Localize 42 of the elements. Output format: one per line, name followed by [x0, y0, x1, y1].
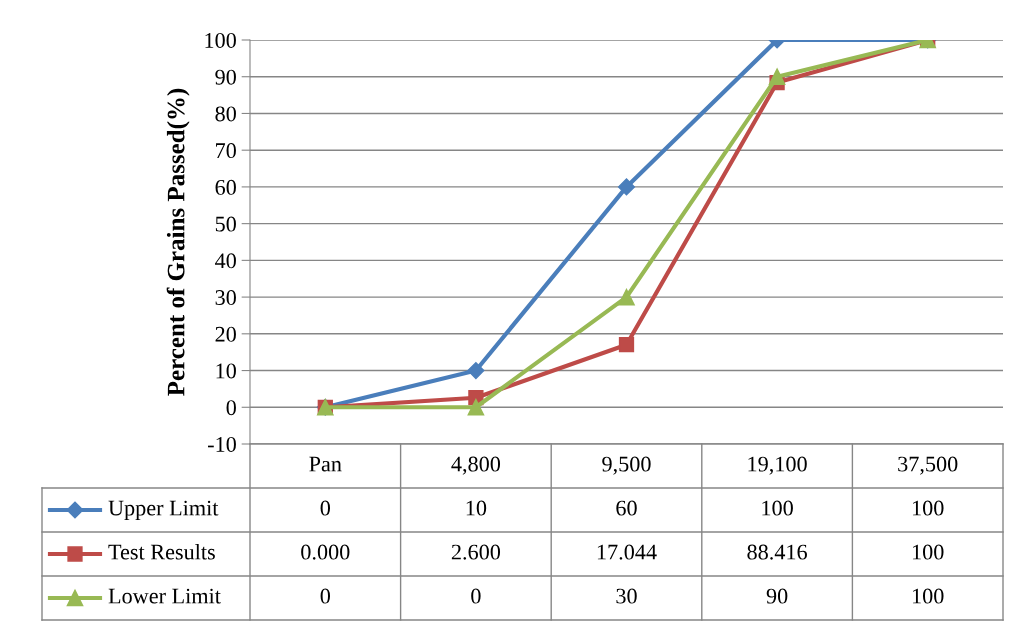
y-tick-label: 50 [215, 216, 236, 232]
point [467, 361, 485, 380]
point [618, 337, 635, 353]
data-label: 100 [762, 500, 793, 516]
y-tick-label: -10 [208, 436, 236, 452]
data-label: 100 [912, 588, 944, 604]
y-tick-label: 30 [215, 290, 236, 306]
x-tick-label: 4,800 [451, 456, 501, 475]
data-label: 0 [320, 500, 331, 516]
y-axis-title: Percent of Grains Passed(%) [166, 88, 190, 396]
point [617, 178, 636, 196]
point [618, 288, 635, 306]
legend-label: Upper Limit [108, 500, 219, 521]
point [768, 68, 786, 86]
data-label: 0.000 [301, 544, 350, 560]
legend-label: Test Results [108, 543, 215, 560]
data-label: 0 [471, 588, 481, 604]
data-label: 88.416 [747, 544, 807, 560]
x-tick-label: Pan [309, 456, 342, 472]
x-tick-label: 19,100 [748, 456, 807, 475]
y-tick-label: 20 [215, 326, 236, 342]
data-label: 100 [912, 544, 944, 560]
data-label: 60 [616, 500, 637, 516]
y-tick-label: 10 [216, 363, 236, 379]
data-label: 30 [616, 588, 637, 604]
y-tick-label: 90 [215, 69, 236, 85]
y-tick-label: 0 [226, 400, 236, 416]
x-tick-label: 37,500 [898, 456, 958, 475]
data-label: 2.600 [451, 544, 501, 560]
x-tick-label: 9,500 [602, 456, 651, 475]
y-tick-label: 60 [215, 179, 236, 195]
y-tick-label: 100 [205, 32, 236, 48]
point [467, 398, 485, 416]
data-label: 17.044 [597, 544, 657, 560]
legend-label: Lower Limit [108, 588, 221, 604]
data-label: 10 [466, 500, 487, 516]
y-tick-label: 40 [215, 253, 236, 269]
data-label: 0 [320, 588, 331, 604]
data-label: 90 [766, 588, 788, 604]
y-tick-label: 70 [216, 143, 236, 159]
y-tick-label: 80 [215, 106, 236, 122]
data-label: 100 [912, 500, 944, 516]
